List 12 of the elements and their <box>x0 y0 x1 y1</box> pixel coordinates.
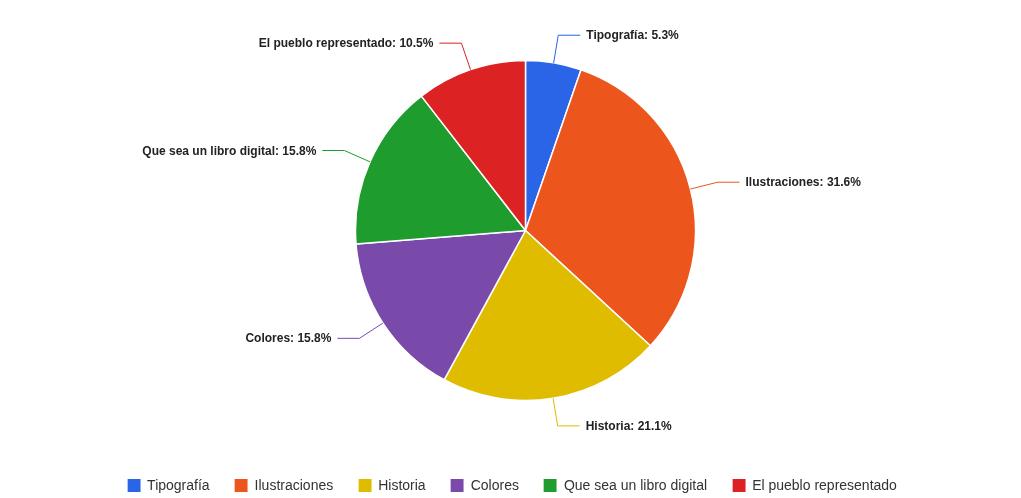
legend-label: Colores <box>470 477 519 493</box>
legend-label: Que sea un libro digital <box>563 477 708 493</box>
legend-label: El pueblo representado <box>752 477 897 493</box>
legend-label: Historia <box>378 477 426 493</box>
data-label: Colores: 15.8% <box>245 331 332 346</box>
data-label: El pueblo representado: 10.5% <box>258 36 434 51</box>
data-label: Tipografía: 5.3% <box>586 28 680 43</box>
legend-label: Ilustraciones <box>254 477 334 493</box>
data-label: Historia: 21.1% <box>585 418 673 433</box>
data-label: Ilustraciones: 31.6% <box>745 175 862 190</box>
legend-label: Tipografía <box>147 477 210 493</box>
data-label: Que sea un libro digital: 15.8% <box>142 143 317 158</box>
